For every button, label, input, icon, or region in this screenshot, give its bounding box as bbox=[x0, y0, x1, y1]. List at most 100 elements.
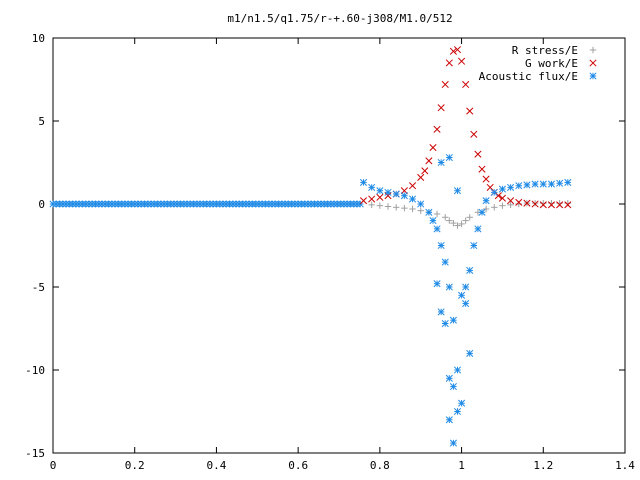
data-point bbox=[531, 200, 539, 208]
data-point bbox=[498, 185, 506, 193]
data-point bbox=[539, 201, 547, 209]
data-point bbox=[531, 180, 539, 188]
axes: 0 0.2 0.4 0.6 0.8 1 1.2 1.4 10 5 0 -5 -10 -15 bbox=[25, 32, 635, 472]
data-point bbox=[409, 205, 416, 213]
zero-baseline-markers bbox=[49, 200, 364, 208]
data-point bbox=[384, 188, 392, 196]
baseline-point bbox=[232, 200, 240, 208]
data-point bbox=[376, 202, 384, 209]
data-point bbox=[429, 144, 437, 152]
data-point bbox=[547, 180, 556, 188]
data-point bbox=[442, 214, 449, 221]
data-point bbox=[445, 374, 453, 382]
data-point bbox=[433, 280, 441, 288]
baseline-point bbox=[180, 200, 188, 208]
data-point bbox=[507, 201, 514, 209]
data-point bbox=[486, 183, 494, 191]
data-point bbox=[523, 199, 531, 207]
data-point bbox=[446, 217, 453, 224]
data-point bbox=[417, 207, 424, 214]
data-point bbox=[547, 201, 556, 209]
data-point bbox=[437, 308, 445, 316]
data-point bbox=[482, 205, 490, 213]
baseline-point bbox=[199, 200, 207, 208]
data-point bbox=[376, 193, 384, 201]
data-point bbox=[539, 180, 547, 188]
data-point bbox=[359, 178, 368, 186]
x-tick-label: 0.2 bbox=[125, 459, 145, 472]
data-point bbox=[441, 319, 449, 328]
data-point bbox=[564, 201, 572, 209]
data-point bbox=[449, 316, 457, 324]
series-1 bbox=[359, 46, 572, 209]
data-point bbox=[359, 197, 368, 205]
x-tick-label: 0 bbox=[50, 459, 57, 472]
x-tick-label: 0.4 bbox=[206, 459, 226, 472]
data-point bbox=[474, 225, 482, 233]
data-point bbox=[441, 80, 449, 89]
data-point bbox=[453, 407, 462, 416]
data-point bbox=[507, 183, 515, 191]
data-point bbox=[458, 57, 466, 65]
baseline-point bbox=[55, 200, 64, 208]
data-point bbox=[441, 258, 449, 266]
baseline-point bbox=[131, 200, 139, 208]
data-point bbox=[556, 201, 564, 209]
data-point bbox=[449, 439, 457, 447]
data-point bbox=[368, 201, 375, 209]
legend-label: R stress/E bbox=[512, 44, 578, 57]
data-point bbox=[458, 220, 465, 228]
data-point bbox=[466, 349, 474, 357]
baseline-point bbox=[65, 200, 73, 208]
y-tick-label: -15 bbox=[25, 447, 45, 460]
data-point bbox=[445, 283, 453, 291]
data-point bbox=[417, 200, 425, 208]
baseline-point bbox=[301, 200, 309, 208]
series-0 bbox=[368, 199, 571, 229]
data-point bbox=[470, 241, 478, 250]
data-point bbox=[466, 107, 474, 115]
data-point bbox=[523, 181, 531, 189]
data-point bbox=[462, 300, 470, 308]
data-point bbox=[449, 47, 457, 55]
data-point bbox=[401, 204, 408, 212]
legend-marker bbox=[589, 72, 597, 80]
data-point bbox=[531, 199, 539, 207]
y-tick-label: 5 bbox=[38, 115, 45, 128]
data-point bbox=[449, 383, 457, 391]
baseline-point bbox=[183, 200, 191, 208]
data-point bbox=[425, 208, 433, 216]
data-point bbox=[400, 187, 408, 195]
baseline-point bbox=[108, 200, 116, 208]
data-point bbox=[462, 217, 469, 224]
data-point bbox=[433, 125, 441, 133]
baseline-point bbox=[333, 200, 341, 208]
data-point bbox=[507, 197, 515, 205]
data-point bbox=[556, 179, 564, 187]
baseline-point bbox=[330, 200, 338, 208]
baseline-point bbox=[196, 200, 204, 208]
data-point bbox=[491, 204, 498, 211]
baseline-point bbox=[294, 200, 302, 208]
data-point bbox=[515, 198, 523, 206]
data-point bbox=[408, 195, 417, 203]
data-point bbox=[393, 204, 400, 211]
baseline-point bbox=[304, 200, 312, 208]
data-point bbox=[437, 104, 445, 112]
data-point bbox=[433, 225, 441, 233]
data-point bbox=[445, 416, 453, 424]
legend-marker bbox=[589, 59, 597, 67]
data-point bbox=[445, 59, 453, 67]
data-point bbox=[384, 192, 392, 200]
data-point bbox=[417, 173, 425, 181]
data-point bbox=[466, 214, 473, 221]
data-point bbox=[454, 222, 461, 229]
plot-frame bbox=[52, 37, 626, 454]
data-point bbox=[564, 178, 572, 186]
y-tick-label: -5 bbox=[32, 281, 45, 294]
x-tick-label: 1 bbox=[458, 459, 465, 472]
baseline-point bbox=[284, 200, 292, 208]
x-tick-label: 0.6 bbox=[288, 459, 308, 472]
